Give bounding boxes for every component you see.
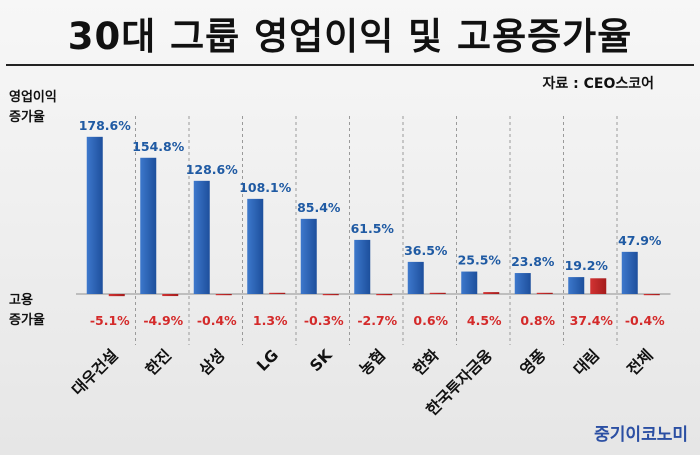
- employment-axis-label: 고용 증가율: [9, 291, 99, 331]
- category-label: 한진: [141, 345, 175, 379]
- profit-value-label: 128.6%: [186, 162, 239, 177]
- profit-bar: [568, 277, 585, 294]
- profit-value-label: 85.4%: [297, 200, 341, 215]
- source-note: 자료 : CEO스코어: [542, 76, 655, 92]
- employment-bar: [215, 294, 232, 296]
- employment-bar: [590, 278, 607, 294]
- employment-bar: [269, 292, 286, 294]
- employment-value-label: 4.5%: [467, 313, 502, 328]
- employment-bar: [643, 294, 660, 296]
- employment-bar: [108, 294, 125, 297]
- profit-value-label: 61.5%: [351, 221, 395, 236]
- employment-bar: [376, 294, 393, 296]
- category-label: 대림: [569, 345, 603, 379]
- profit-axis-label-line1: 영업이익: [9, 90, 57, 105]
- employment-value-label: 37.4%: [570, 313, 614, 328]
- profit-value-label: 36.5%: [404, 243, 448, 258]
- title-divider: [6, 64, 694, 66]
- category-label: LG: [253, 346, 282, 375]
- profit-axis-label: 영업이익 증가율: [9, 88, 99, 128]
- profit-bar: [514, 273, 531, 294]
- profit-bar: [193, 180, 210, 294]
- profit-value-label: 47.9%: [618, 233, 662, 248]
- employment-bar: [429, 292, 446, 294]
- profit-value-label: 178.6%: [79, 118, 132, 133]
- employment-value-label: -0.4%: [197, 313, 237, 328]
- employment-axis-label-line1: 고용: [9, 293, 33, 308]
- category-label: 삼성: [196, 346, 229, 379]
- employment-bar: [322, 294, 339, 296]
- employment-bar: [536, 292, 553, 294]
- publisher-logo: 중기이코노미: [594, 425, 688, 445]
- profit-bar: [621, 251, 638, 294]
- employment-bar: [162, 294, 179, 297]
- category-label: 대우건설: [69, 346, 122, 399]
- profit-bar: [407, 261, 424, 294]
- profit-bar: [354, 239, 371, 294]
- category-label: 농협: [355, 345, 389, 379]
- chart-title: 30대 그룹 영업이익 및 고용증가율: [67, 15, 633, 58]
- category-label: 영풍: [517, 346, 550, 379]
- employment-value-label: 0.8%: [520, 313, 555, 328]
- employment-value-label: -2.7%: [357, 313, 397, 328]
- employment-value-label: -0.3%: [304, 313, 344, 328]
- title-bar: 30대 그룹 영업이익 및 고용증가율: [0, 0, 700, 64]
- category-label: SK: [306, 345, 336, 375]
- category-label: 한화: [409, 345, 443, 379]
- profit-axis-label-line2: 증가율: [9, 110, 45, 125]
- profit-value-label: 25.5%: [458, 253, 502, 268]
- profit-bar: [300, 218, 317, 294]
- profit-bar: [140, 157, 157, 294]
- employment-value-label: -4.9%: [143, 313, 183, 328]
- employment-value-label: -5.1%: [90, 313, 130, 328]
- profit-bar: [461, 271, 478, 294]
- employment-value-label: -0.4%: [625, 313, 665, 328]
- profit-bar: [86, 136, 103, 294]
- profit-value-label: 23.8%: [511, 254, 555, 269]
- profit-value-label: 108.1%: [239, 180, 292, 195]
- profit-bar: [247, 198, 264, 294]
- employment-bar: [483, 292, 500, 294]
- profit-value-label: 19.2%: [565, 258, 609, 273]
- employment-axis-label-line2: 증가율: [9, 313, 45, 328]
- profit-value-label: 154.8%: [132, 139, 185, 154]
- employment-value-label: 1.3%: [253, 313, 288, 328]
- category-label: 전체: [624, 346, 657, 379]
- employment-value-label: 0.6%: [413, 313, 448, 328]
